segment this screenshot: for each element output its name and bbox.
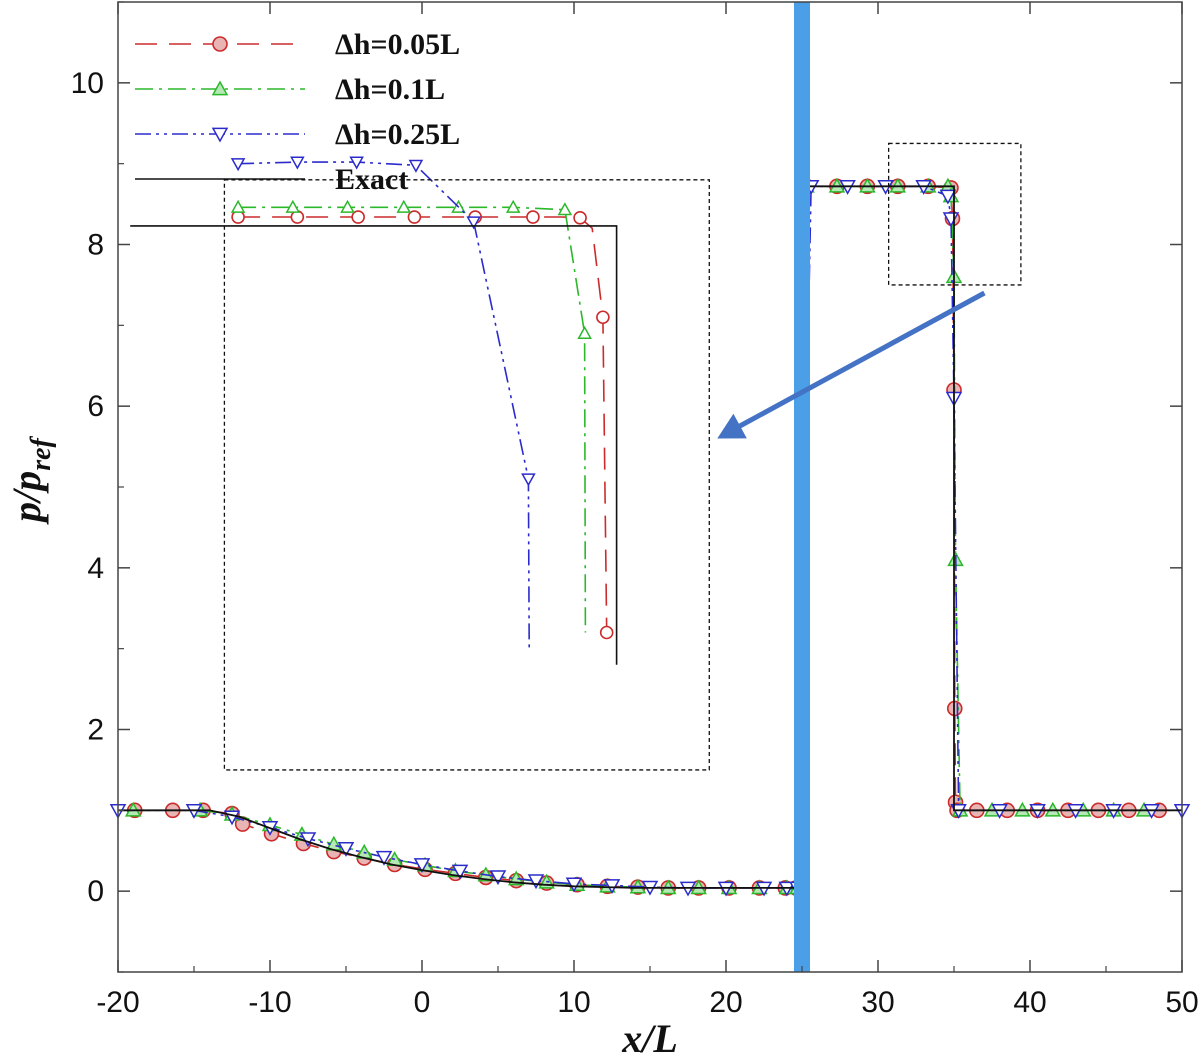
inset-series-2-point [290,156,305,170]
series-2-point [939,189,957,205]
inset-series-line-0 [238,216,608,633]
legend-marker-0 [212,36,228,52]
legend-label-3: Exact [335,163,408,196]
series-2-point [375,850,393,866]
inset-series-line-3 [130,225,618,665]
inset-series-2-point [230,158,246,172]
series-line-2 [118,185,1182,889]
inset-series-0-point [351,210,365,224]
inset-series-1-point [230,199,246,213]
plot-content [109,2,1191,972]
legend: Δh=0.05L Δh=0.1L Δh=0.25L Exact [135,28,460,196]
series-line-1 [133,185,1144,889]
legend-label-2: Δh=0.25L [335,118,460,151]
inset-series-1-point [577,325,592,339]
x-tick-label: 20 [709,986,742,1019]
interface-band [794,2,810,972]
legend-marker-1 [211,80,229,96]
inset-series-1-point [557,202,573,216]
series-2-point [299,832,317,848]
inset-series-0-point [596,310,610,325]
inset-series-2-point [466,216,481,230]
series-line-0 [134,185,1160,889]
axes: -20 -10 0 10 20 30 40 50 0 2 4 6 8 10 [71,1,1199,1019]
inset-series-0-point [599,625,614,640]
zoom-arrow-shaft [734,290,986,431]
series-line-3 [118,185,1182,889]
zoom-inset [130,156,618,665]
inset-series-1-point [396,199,412,213]
y-tick-label: 4 [87,552,104,585]
x-tick-label: -10 [248,986,291,1019]
inset-series-line-2 [238,161,531,649]
series-2-point [527,874,545,890]
y-tick-label: 2 [87,714,104,747]
x-tick-label: 0 [414,986,431,1019]
y-axis-title: p/pref [4,435,57,524]
x-tick-label: 40 [1013,986,1046,1019]
series-2-point [603,879,621,895]
zoom-source-box [887,142,1022,286]
inset-series-2-point [349,156,364,170]
y-tick-label: 8 [87,229,104,262]
zoom-inset-box [223,179,710,771]
inset-series-line-1 [238,206,587,633]
series-2-point [451,864,469,880]
y-axis-title-subscript: ref [26,435,57,470]
legend-marker-2 [211,127,229,143]
series-2-point [489,870,507,886]
series-2-point [565,877,583,893]
x-tick-label: 50 [1165,986,1198,1019]
y-axis-title-main: p/p [4,471,49,525]
x-tick-label: 30 [861,986,894,1019]
y-tick-label: 6 [87,390,104,423]
legend-label-1: Δh=0.1L [335,73,445,106]
inset-series-0-point [573,211,587,225]
inset-series-0-point [526,210,540,224]
y-tick-label: 0 [87,875,104,908]
legend-label-0: Δh=0.05L [335,28,460,61]
x-tick-label: -20 [96,986,139,1019]
series-2-point [413,858,431,874]
inset-series-2-point [521,473,536,487]
x-tick-label: 10 [557,986,590,1019]
series-2-point [337,841,355,857]
inset-series-1-point [285,199,301,213]
inset-series-2-point [408,159,424,173]
inset-series-1-point [340,199,355,213]
x-axis-title: x/L [621,1016,678,1057]
inset-series-0-point [407,210,422,224]
zoom-annotations [223,142,1022,771]
inset-series-1-point [505,199,521,213]
y-tick-label: 10 [71,67,104,100]
zoom-arrow-head [717,413,747,439]
